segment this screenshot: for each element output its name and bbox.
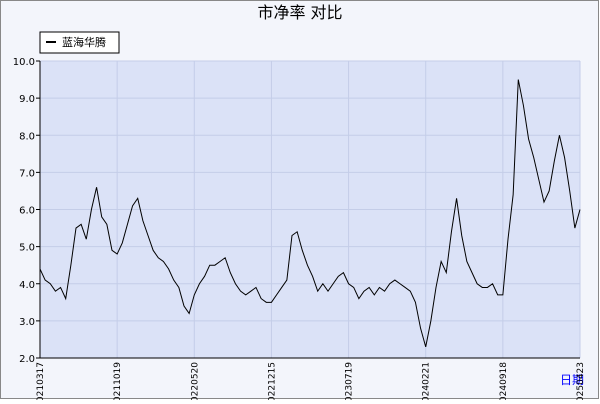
y-tick-label: 8.0	[19, 131, 35, 142]
x-tick-label: 20250423	[576, 362, 586, 400]
x-tick-label: 20221215	[267, 362, 277, 400]
x-tick-label: 20230719	[345, 362, 355, 400]
chart-title: 市净率 对比	[257, 3, 342, 22]
y-tick-label: 4.0	[19, 280, 35, 291]
legend-label: 蓝海华腾	[62, 35, 106, 49]
x-tick-label: 20240221	[422, 362, 432, 400]
y-tick-label: 2.0	[19, 354, 35, 365]
y-tick-label: 3.0	[19, 317, 35, 328]
line-series	[39, 79, 581, 347]
y-tick-label: 7.0	[19, 168, 35, 179]
y-tick-label: 6.0	[19, 206, 35, 217]
x-tick-label: 20210317	[36, 362, 46, 400]
x-tick-label: 20240918	[499, 362, 509, 400]
y-tick-label: 10.0	[13, 57, 35, 68]
x-tick-label: 20220520	[190, 362, 200, 400]
y-tick-label: 5.0	[19, 243, 35, 254]
x-tick-label: 20211019	[113, 362, 123, 400]
legend	[39, 31, 120, 54]
y-tick-label: 9.0	[19, 94, 35, 105]
x-axis-label: 日期	[560, 373, 584, 387]
